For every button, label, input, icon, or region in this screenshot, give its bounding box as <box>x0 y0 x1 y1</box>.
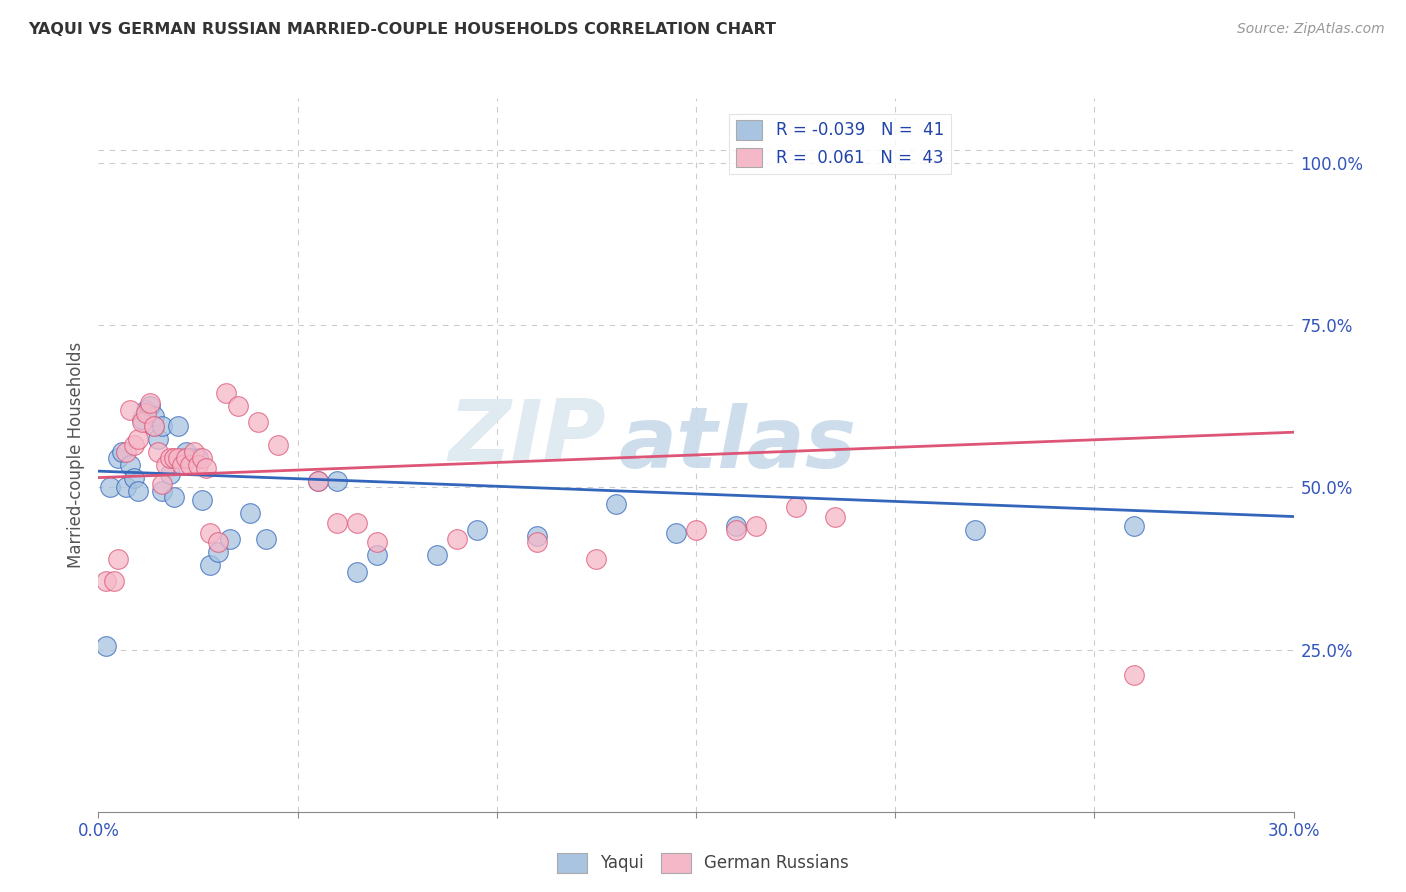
Text: YAQUI VS GERMAN RUSSIAN MARRIED-COUPLE HOUSEHOLDS CORRELATION CHART: YAQUI VS GERMAN RUSSIAN MARRIED-COUPLE H… <box>28 22 776 37</box>
Point <box>115 480 138 494</box>
Point <box>198 558 221 573</box>
Point <box>605 497 627 511</box>
Point <box>239 506 262 520</box>
Point <box>115 444 138 458</box>
Point <box>174 444 197 458</box>
Point <box>346 516 368 530</box>
Point <box>155 458 177 472</box>
Point <box>326 474 349 488</box>
Point <box>120 402 142 417</box>
Point <box>96 574 118 589</box>
Point <box>724 523 747 537</box>
Legend: Yaqui, German Russians: Yaqui, German Russians <box>551 847 855 880</box>
Point <box>150 483 173 498</box>
Point <box>127 432 149 446</box>
Point <box>226 399 249 413</box>
Point <box>785 500 807 514</box>
Point <box>187 458 209 472</box>
Point <box>366 549 388 563</box>
Point <box>135 402 157 417</box>
Point <box>135 406 157 420</box>
Point <box>163 490 186 504</box>
Point <box>187 451 209 466</box>
Point <box>246 416 269 430</box>
Point <box>963 523 986 537</box>
Text: Source: ZipAtlas.com: Source: ZipAtlas.com <box>1237 22 1385 37</box>
Text: ZIP: ZIP <box>449 395 606 479</box>
Point <box>665 525 688 540</box>
Point <box>159 451 181 466</box>
Text: atlas: atlas <box>619 402 856 486</box>
Point <box>191 451 214 466</box>
Point <box>307 474 329 488</box>
Point <box>107 451 129 466</box>
Point <box>103 574 125 589</box>
Point <box>724 519 747 533</box>
Point <box>254 533 277 547</box>
Point <box>111 444 134 458</box>
Point <box>526 535 548 549</box>
Point <box>465 523 488 537</box>
Point <box>219 533 242 547</box>
Point <box>207 545 229 559</box>
Point <box>124 438 146 452</box>
Point <box>195 461 218 475</box>
Point <box>326 516 349 530</box>
Point <box>179 451 201 466</box>
Point <box>148 432 170 446</box>
Point <box>172 458 194 472</box>
Point <box>131 416 153 430</box>
Point <box>685 523 707 537</box>
Point <box>167 451 190 466</box>
Point <box>139 399 162 413</box>
Point <box>179 458 201 472</box>
Point <box>120 458 142 472</box>
Point <box>96 640 118 654</box>
Point <box>159 467 181 482</box>
Point <box>307 474 329 488</box>
Point <box>172 451 194 466</box>
Point <box>1123 668 1146 682</box>
Point <box>150 418 173 433</box>
Point <box>167 418 190 433</box>
Point <box>446 533 468 547</box>
Point <box>150 477 173 491</box>
Point <box>131 412 153 426</box>
Legend: R = -0.039   N =  41, R =  0.061   N =  43: R = -0.039 N = 41, R = 0.061 N = 43 <box>728 113 950 174</box>
Point <box>174 451 197 466</box>
Point <box>191 493 214 508</box>
Point <box>745 519 768 533</box>
Point <box>143 418 166 433</box>
Point <box>1123 519 1146 533</box>
Point <box>426 549 449 563</box>
Point <box>107 551 129 566</box>
Point <box>366 535 388 549</box>
Point <box>346 565 368 579</box>
Point <box>163 451 186 466</box>
Point <box>127 483 149 498</box>
Point <box>585 551 607 566</box>
Point <box>526 529 548 543</box>
Point <box>143 418 166 433</box>
Point <box>267 438 290 452</box>
Point <box>198 525 221 540</box>
Y-axis label: Married-couple Households: Married-couple Households <box>66 342 84 568</box>
Point <box>100 480 122 494</box>
Point <box>824 509 846 524</box>
Point <box>143 409 166 423</box>
Point <box>207 535 229 549</box>
Point <box>124 470 146 484</box>
Point <box>215 386 238 401</box>
Point <box>148 444 170 458</box>
Point <box>139 396 162 410</box>
Point <box>183 444 205 458</box>
